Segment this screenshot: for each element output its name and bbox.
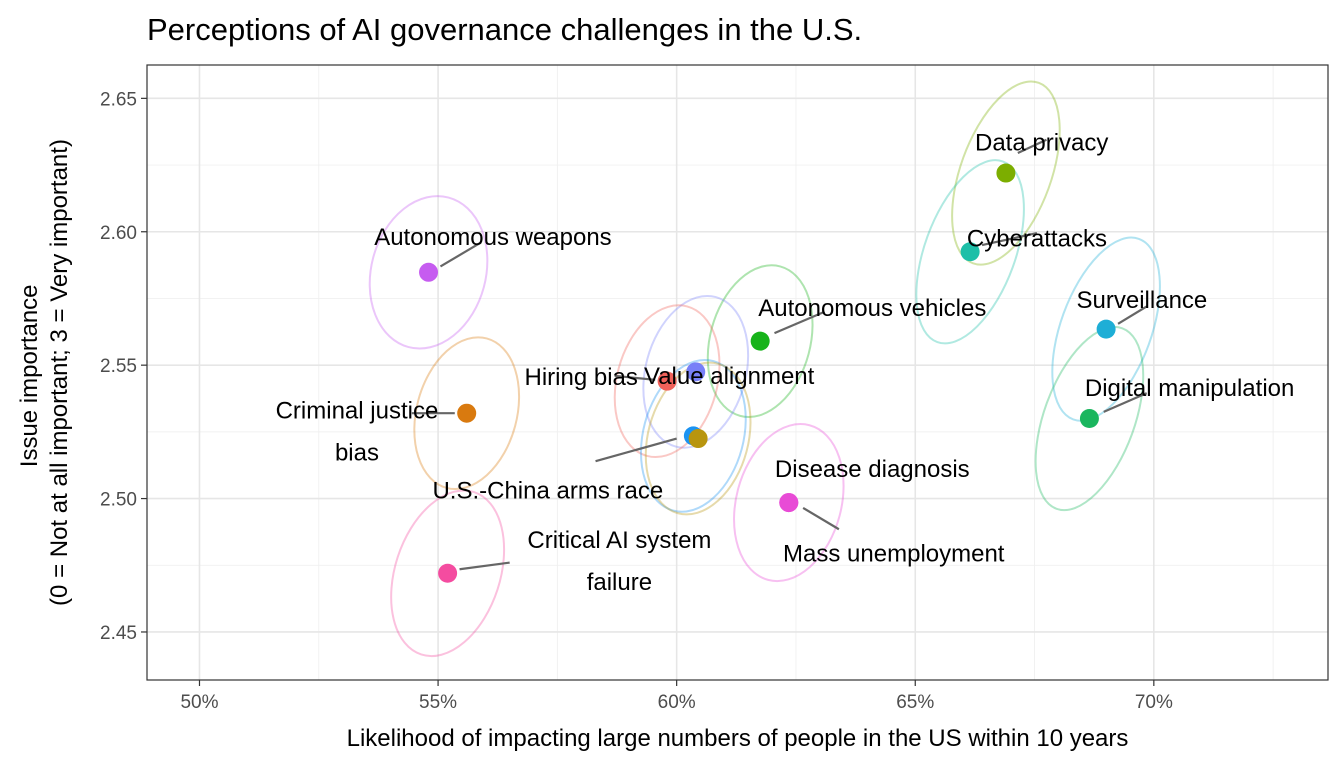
confidence-ellipse (413, 336, 521, 491)
confidence-ellipse (706, 264, 814, 419)
point-label-line: Criminal justice (276, 398, 439, 425)
data-point (750, 331, 770, 351)
point-label: Criminal justice bias (276, 398, 439, 467)
data-point (657, 371, 677, 391)
y-tick-label: 2.55 (100, 356, 137, 377)
point-label-line: Mass unemployment (783, 540, 1005, 567)
y-axis-title-line-2: (0 = Not at all important; 3 = Very impo… (46, 139, 73, 606)
x-tick-label: 70% (1135, 692, 1173, 713)
point-label: Value alignment (644, 363, 815, 390)
confidence-ellipses (368, 80, 1161, 658)
data-point (457, 403, 477, 423)
data-point (438, 563, 458, 583)
label-leader-line (439, 241, 482, 268)
confidence-ellipse (733, 423, 845, 583)
label-leader-line (774, 310, 826, 335)
label-leader-line (981, 232, 1038, 247)
point-label: Autonomous weapons (374, 224, 612, 251)
data-point (779, 493, 799, 513)
point-label: Hiring bias (525, 364, 638, 391)
point-label-line: Surveillance (1077, 287, 1208, 314)
y-tick-label: 2.60 (100, 223, 137, 244)
point-label: Cyberattacks (967, 225, 1107, 252)
y-axis-title-line-1: Issue importance (16, 284, 43, 467)
x-tick-label: 55% (419, 692, 457, 713)
point-label-line: failure (587, 569, 652, 596)
label-leader-line (459, 561, 510, 571)
point-label: Disease diagnosis (775, 456, 970, 483)
plot-border (146, 64, 1329, 681)
y-axis-ticks: 2.45 2.50 2.55 2.60 2.65 (100, 89, 147, 644)
point-label: Critical AI system failure (527, 527, 711, 596)
data-point (960, 242, 980, 262)
point-label-line: Digital manipulation (1085, 375, 1294, 402)
label-leader-line (1117, 305, 1148, 325)
confidence-ellipse (639, 359, 747, 513)
data-point (1079, 409, 1099, 429)
y-tick-label: 2.50 (100, 490, 137, 511)
y-tick-label: 2.45 (100, 623, 137, 644)
grid-major (147, 65, 1328, 680)
point-label: Surveillance (1077, 287, 1208, 314)
point-label-line: Value alignment (644, 363, 815, 390)
x-tick-label: 50% (180, 692, 218, 713)
point-label-line: U.S.-China arms race (432, 478, 663, 505)
data-point (688, 429, 708, 449)
label-leaders (411, 138, 1148, 571)
point-label-line: Cyberattacks (967, 225, 1107, 252)
confidence-ellipse (1051, 236, 1161, 422)
point-label: U.S.-China arms race (432, 478, 663, 505)
confidence-ellipse (613, 304, 721, 459)
data-point (996, 163, 1016, 183)
point-label-line: bias (335, 440, 379, 467)
x-axis-title: Likelihood of impacting large numbers of… (347, 725, 1129, 752)
point-label-line: Critical AI system (527, 527, 711, 554)
confidence-ellipse (644, 361, 752, 516)
label-leader-line (802, 506, 840, 531)
point-label: Autonomous vehicles (758, 295, 986, 322)
data-point (686, 362, 706, 382)
point-label-line: Autonomous vehicles (758, 295, 986, 322)
point-label-line: Disease diagnosis (775, 456, 970, 483)
point-label-line: Data privacy (975, 129, 1108, 156)
confidence-ellipse (390, 489, 506, 658)
label-leader-line (614, 374, 656, 381)
point-label: Data privacy (975, 129, 1108, 156)
plot-panel (147, 65, 1328, 680)
chart-title: Perceptions of AI governance challenges … (147, 12, 862, 47)
data-point (1096, 319, 1116, 339)
x-tick-label: 65% (896, 692, 934, 713)
data-points (419, 163, 1116, 583)
y-axis-title: Issue importance (0 = Not at all importa… (16, 139, 73, 606)
point-label: Mass unemployment (783, 540, 1005, 567)
y-tick-label: 2.65 (100, 89, 137, 110)
confidence-ellipse (1034, 325, 1145, 512)
label-leader-line (1017, 138, 1047, 155)
confidence-ellipse (951, 80, 1061, 266)
x-axis-ticks: 50% 55% 60% 65% 70% (180, 680, 1173, 713)
point-labels: Data privacy Cyberattacks Surveillance Digi… (276, 129, 1295, 596)
data-point (419, 262, 439, 282)
confidence-ellipse (642, 294, 750, 449)
point-label-line: Autonomous weapons (374, 224, 612, 251)
label-leader-line (1103, 392, 1148, 413)
point-label: Digital manipulation (1085, 375, 1294, 402)
confidence-ellipse (915, 159, 1025, 345)
x-tick-label: 60% (658, 692, 696, 713)
confidence-ellipse (368, 195, 489, 350)
grid-minor (147, 65, 1328, 680)
label-leader-line (595, 437, 677, 463)
point-label-line: Hiring bias (525, 364, 638, 391)
